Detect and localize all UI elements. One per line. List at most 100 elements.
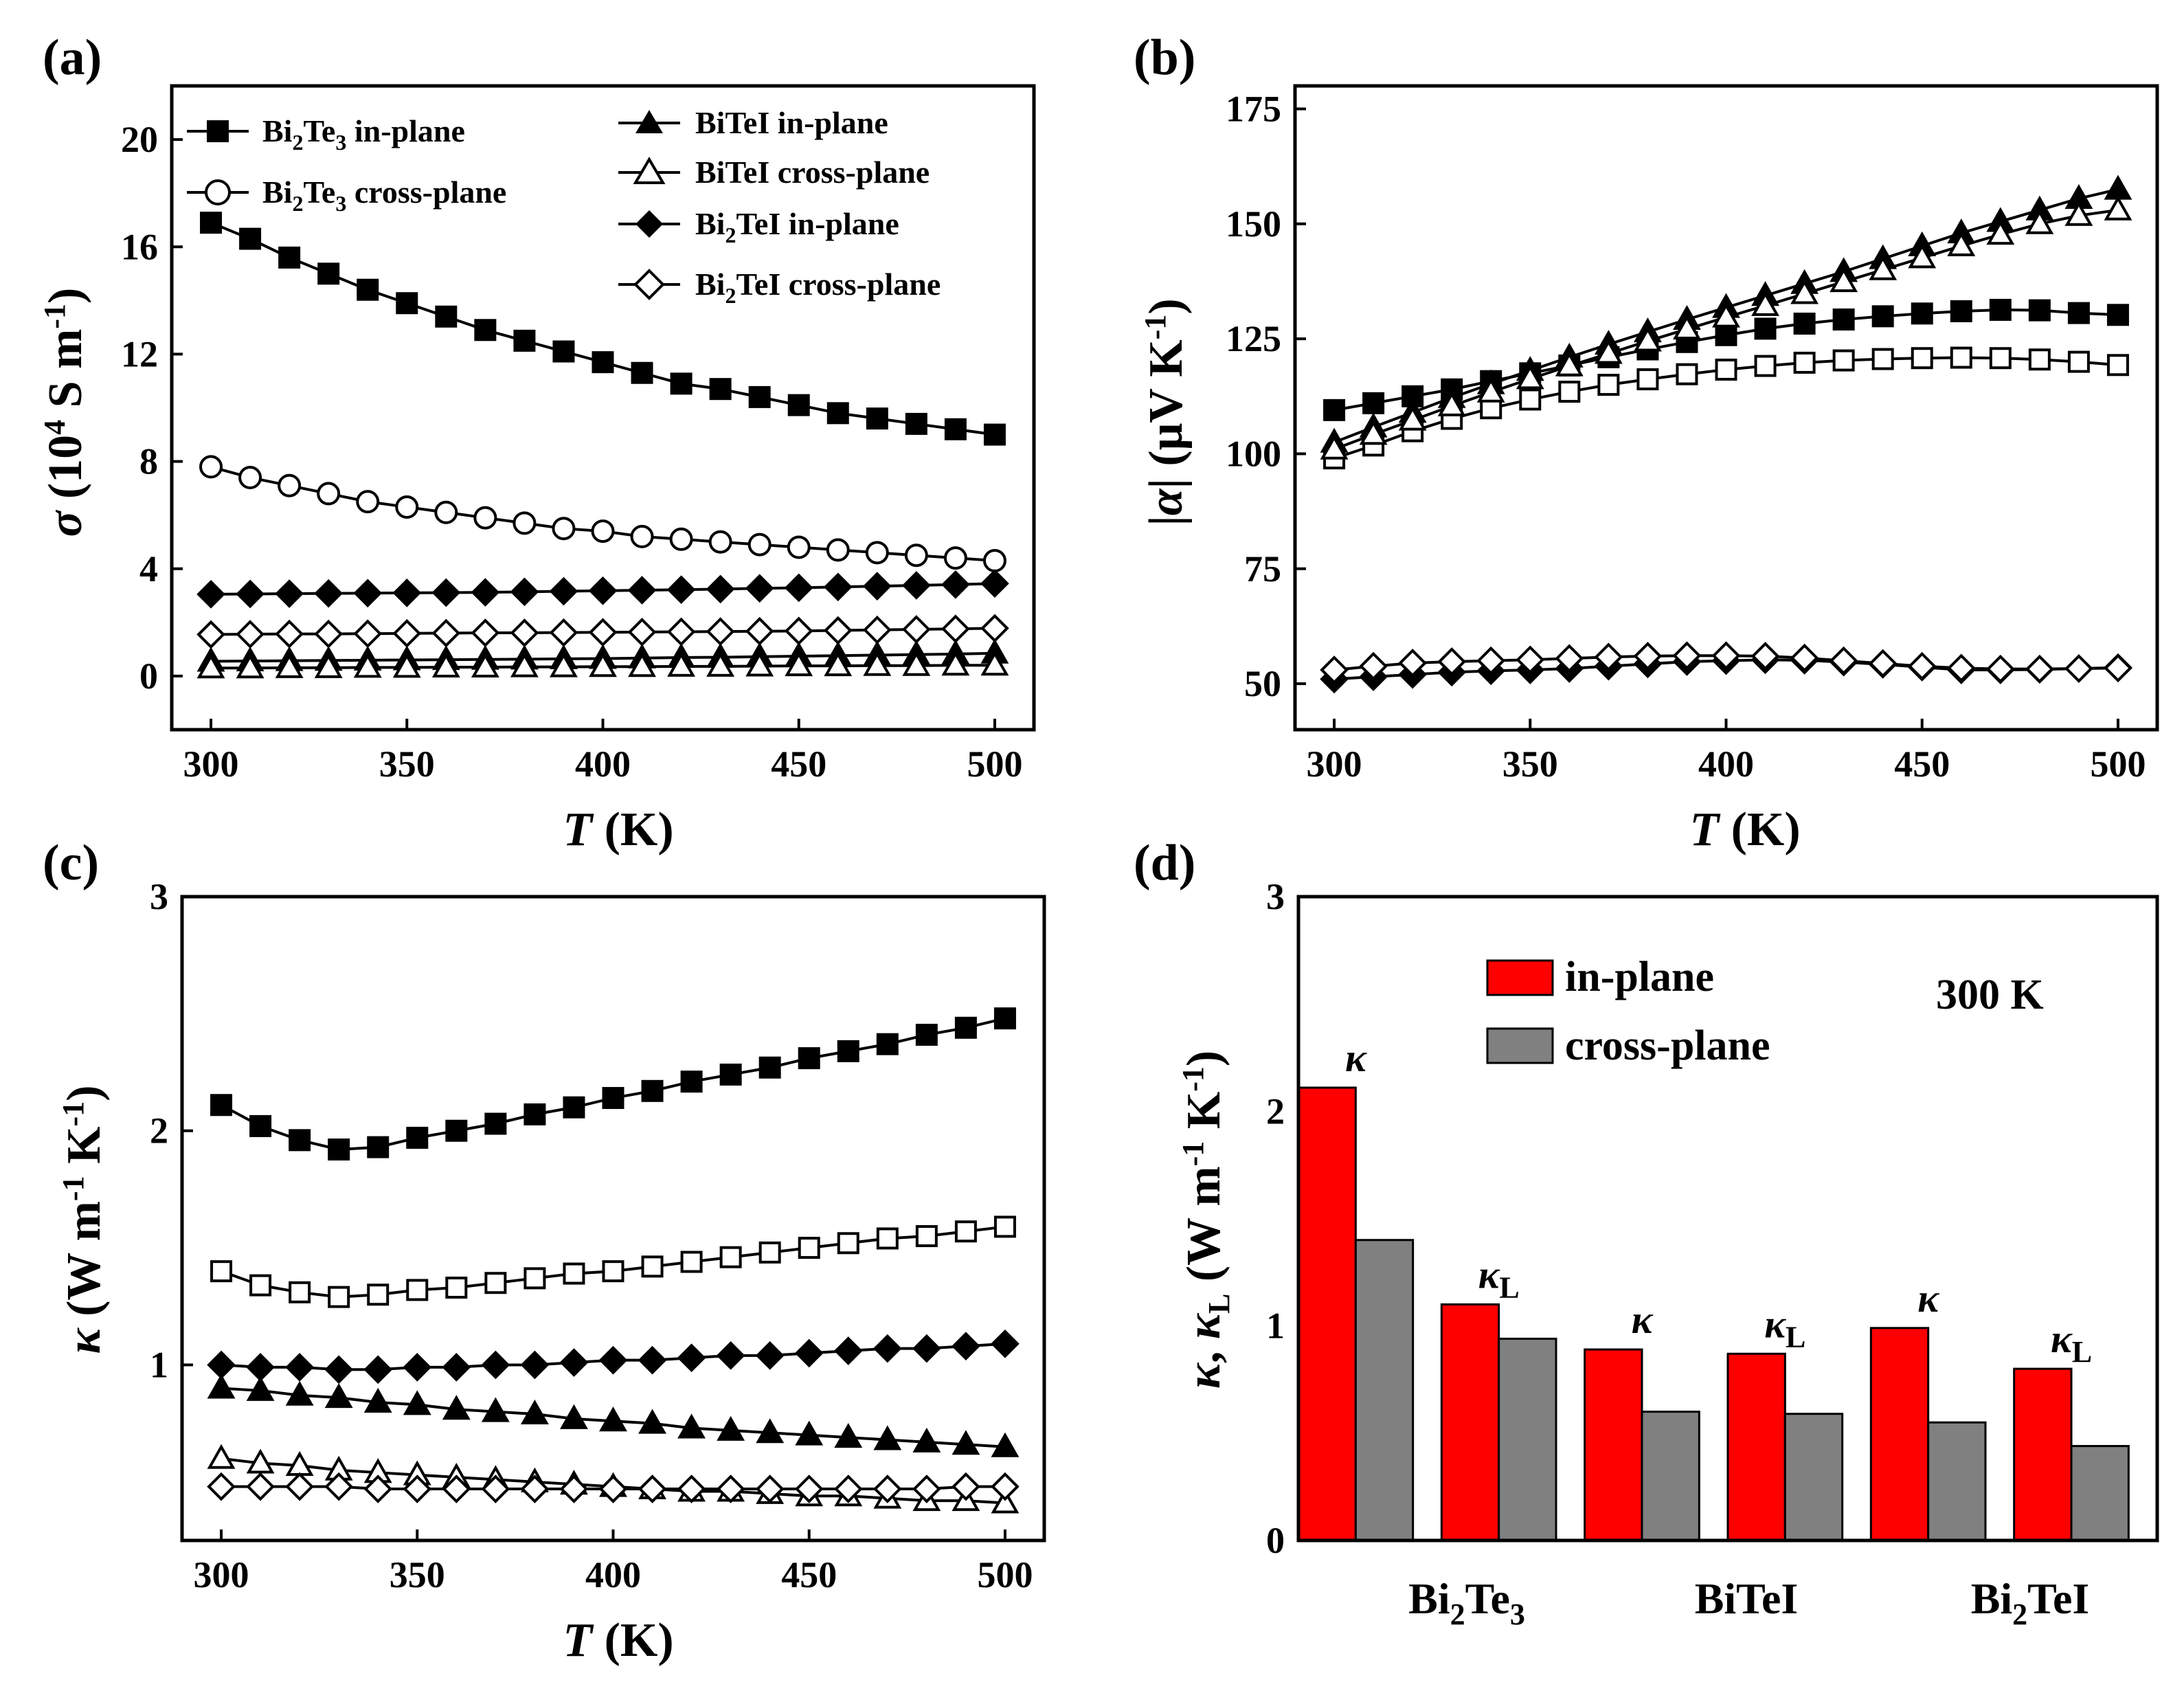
a-point-bitei-cross-plane-310 [236, 653, 264, 679]
c-point-bi2tei-in-plane-360 [442, 1353, 471, 1382]
a-point-bi2te3-in-plane-320 [278, 246, 301, 269]
c-point-bi2te3-in-plane-340 [367, 1136, 390, 1158]
c-point-bi2te3-cross-plane-310 [249, 1274, 272, 1297]
d-bar-cross-plane-1 [1498, 1337, 1557, 1542]
a-point-bi2te3-cross-plane-430 [708, 530, 732, 554]
b-point-bitei-cross-plane-320 [1398, 405, 1427, 431]
category-label-bitei: BiTeI [1695, 1574, 1799, 1623]
c-point-bi2te3-in-plane-440 [758, 1056, 781, 1079]
a-point-bi2tei-cross-plane-430 [706, 617, 735, 646]
b-ytick-label-100: 100 [1226, 433, 1281, 474]
c-xtick-label-350: 350 [390, 1554, 445, 1595]
a-point-bi2te3-cross-plane-390 [552, 517, 576, 541]
b-point-bi2tei-cross-plane-400 [1711, 641, 1741, 671]
c-point-bi2tei-in-plane-400 [598, 1345, 628, 1375]
panel-b-ylabel: |α| (μV K-1) [1138, 298, 1193, 526]
c-point-bi2tei-in-plane-420 [677, 1343, 706, 1373]
c-point-bi2tei-cross-plane-380 [520, 1475, 550, 1503]
a-xtick-label-300: 300 [183, 743, 239, 785]
a-point-bi2te3-in-plane-460 [826, 402, 849, 425]
a-point-bi2tei-in-plane-430 [706, 574, 735, 604]
b-series-bi2tei-cross-plane [1320, 641, 2132, 684]
a-point-bi2tei-in-plane-440 [745, 574, 774, 603]
a-point-bi2tei-cross-plane-460 [823, 616, 853, 645]
c-point-bitei-in-plane-300 [207, 1374, 236, 1399]
c-point-bi2te3-cross-plane-360 [445, 1277, 468, 1299]
a-point-bi2tei-in-plane-400 [588, 576, 618, 605]
c-point-bi2te3-cross-plane-450 [798, 1237, 820, 1259]
a-point-bi2tei-in-plane-310 [236, 579, 264, 609]
a-point-bitei-cross-plane-380 [510, 652, 539, 677]
legend-item-bi2te3-cross-plane: Bi2Te3 cross-plane [187, 175, 506, 216]
b-point-bi2te3-cross-plane-360 [1558, 381, 1581, 403]
a-point-bi2tei-cross-plane-300 [196, 620, 225, 649]
b-point-bi2te3-cross-plane-430 [1832, 349, 1855, 372]
c-point-bitei-in-plane-360 [442, 1395, 471, 1420]
b-point-bitei-cross-plane-430 [1830, 267, 1858, 293]
c-point-bi2te3-in-plane-430 [719, 1063, 742, 1086]
c-point-bitei-cross-plane-300 [207, 1444, 236, 1469]
c-point-bi2te3-cross-plane-390 [563, 1262, 585, 1285]
c-point-bi2tei-in-plane-450 [794, 1338, 824, 1368]
d-ytick-label-0: 0 [1266, 1520, 1285, 1561]
a-point-bi2tei-cross-plane-310 [236, 620, 264, 649]
a-point-bi2tei-cross-plane-320 [275, 619, 304, 649]
a-point-bi2tei-cross-plane-400 [588, 618, 618, 647]
b-point-bi2tei-cross-plane-310 [1359, 651, 1388, 681]
a-point-bi2tei-cross-plane-490 [941, 614, 970, 644]
c-point-bi2te3-cross-plane-300 [210, 1260, 233, 1283]
a-point-bi2te3-in-plane-330 [317, 262, 340, 285]
a-point-bi2te3-cross-plane-350 [395, 495, 419, 519]
c-point-bi2tei-in-plane-300 [207, 1350, 236, 1380]
category-label-bi2te3: Bi2Te3 [1408, 1574, 1525, 1631]
d-bar-in-plane-4 [1869, 1327, 1930, 1542]
c-point-bi2tei-cross-plane-370 [481, 1475, 510, 1503]
d-bar-cross-plane-5 [2070, 1445, 2130, 1542]
b-point-bi2te3-cross-plane-390 [1676, 363, 1698, 385]
c-point-bitei-in-plane-460 [834, 1423, 863, 1448]
c-point-bi2te3-in-plane-350 [406, 1126, 429, 1149]
a-point-bi2tei-cross-plane-420 [666, 617, 696, 647]
c-point-bi2te3-in-plane-490 [954, 1016, 977, 1039]
a-point-bi2te3-cross-plane-330 [317, 482, 341, 506]
svg-text:BiTeI in-plane: BiTeI in-plane [695, 105, 888, 140]
svg-text:Bi2Te3 in-plane: Bi2Te3 in-plane [262, 113, 465, 155]
legend-item-bitei-cross-plane: BiTeI cross-plane [618, 155, 930, 190]
panel-d-frame [1296, 895, 2159, 1543]
b-xtick-label-350: 350 [1502, 743, 1558, 785]
d-bar-cross-plane-4 [1927, 1421, 1987, 1542]
a-xtick-label-500: 500 [967, 743, 1022, 785]
a-point-bi2tei-in-plane-420 [666, 575, 696, 605]
b-point-bitei-cross-plane-480 [2025, 209, 2054, 234]
b-point-bi2te3-cross-plane-500 [2106, 354, 2129, 377]
c-point-bi2te3-in-plane-390 [563, 1096, 585, 1119]
b-point-bi2te3-cross-plane-490 [2067, 350, 2090, 373]
b-xtick-label-450: 450 [1894, 743, 1950, 785]
c-point-bi2tei-in-plane-370 [481, 1350, 510, 1380]
c-point-bi2tei-cross-plane-320 [285, 1472, 314, 1501]
a-point-bi2te3-cross-plane-340 [356, 490, 380, 514]
a-point-bi2te3-cross-plane-460 [826, 538, 850, 562]
c-point-bi2tei-cross-plane-430 [716, 1475, 745, 1503]
b-point-bi2tei-cross-plane-330 [1437, 647, 1467, 676]
b-point-bi2tei-cross-plane-460 [1946, 653, 1976, 683]
c-point-bitei-cross-plane-500 [991, 1488, 1020, 1514]
legend-label-in-plane: in-plane [1565, 954, 1714, 1000]
a-point-bitei-cross-plane-420 [667, 651, 696, 677]
a-point-bi2te3-in-plane-420 [670, 372, 693, 395]
c-series-bitei-in-plane [207, 1374, 1020, 1457]
a-series-bi2tei-cross-plane [196, 614, 1009, 649]
legend-swatch-in-plane [1486, 959, 1554, 996]
a-point-bitei-cross-plane-480 [902, 651, 931, 676]
c-point-bi2tei-in-plane-490 [952, 1332, 980, 1361]
a-point-bi2te3-cross-plane-440 [747, 532, 772, 557]
c-point-bi2tei-cross-plane-360 [442, 1475, 471, 1503]
d-bar-in-plane-5 [2013, 1367, 2073, 1542]
c-point-bi2te3-in-plane-370 [484, 1112, 507, 1135]
a-series-bi2te3-in-plane [200, 212, 1006, 446]
a-xtick-label-450: 450 [771, 743, 826, 785]
c-point-bitei-cross-plane-310 [246, 1448, 275, 1474]
a-point-bi2tei-cross-plane-360 [431, 618, 461, 648]
a-point-bitei-cross-plane-430 [706, 651, 735, 677]
a-point-bitei-cross-plane-300 [196, 653, 225, 679]
